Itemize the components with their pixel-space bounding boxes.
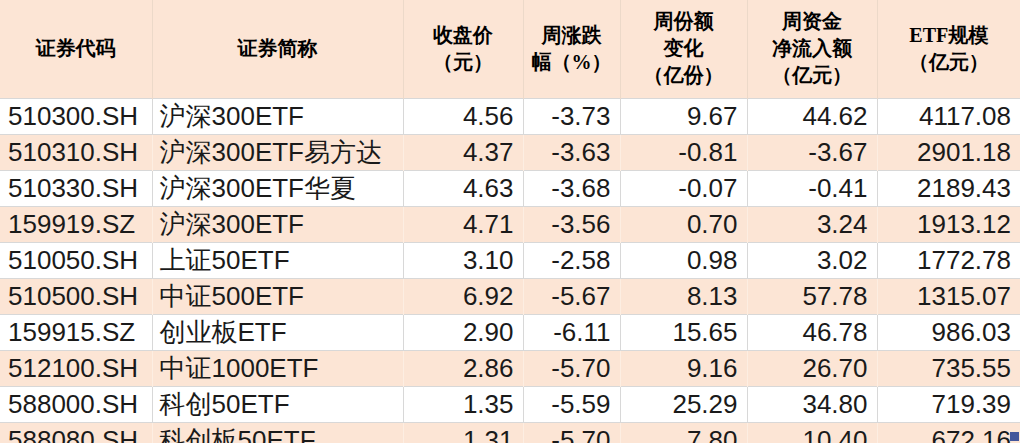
cell-net-inflow: 44.62 — [747, 98, 877, 134]
cell-etf-scale: 986.03 — [877, 314, 1020, 350]
cell-etf-scale: 735.55 — [877, 350, 1020, 386]
table-row: 159919.SZ 沪深300ETF 4.71 -3.56 0.70 3.24 … — [0, 206, 1020, 242]
cell-share-change: -0.81 — [620, 134, 747, 170]
table-row: 510050.SH 上证50ETF 3.10 -2.58 0.98 3.02 1… — [0, 242, 1020, 278]
cell-code: 510330.SH — [0, 170, 152, 206]
cell-name: 沪深300ETF — [152, 98, 403, 134]
cell-code: 510310.SH — [0, 134, 152, 170]
cell-net-inflow: 57.78 — [747, 278, 877, 314]
cell-close-price: 4.56 — [403, 98, 523, 134]
cell-share-change: -0.07 — [620, 170, 747, 206]
cell-code: 159919.SZ — [0, 206, 152, 242]
table-row: 512100.SH 中证1000ETF 2.86 -5.70 9.16 26.7… — [0, 350, 1020, 386]
cell-name: 沪深300ETF易方达 — [152, 134, 403, 170]
cell-share-change: 25.29 — [620, 386, 747, 422]
cell-etf-scale: 4117.08 — [877, 98, 1020, 134]
cell-share-change: 8.13 — [620, 278, 747, 314]
cell-share-change: 0.98 — [620, 242, 747, 278]
cell-weekly-change: -6.11 — [523, 314, 620, 350]
cell-close-price: 4.63 — [403, 170, 523, 206]
cell-net-inflow: 3.02 — [747, 242, 877, 278]
cell-close-price: 4.71 — [403, 206, 523, 242]
cell-name: 沪深300ETF — [152, 206, 403, 242]
table-row: 588000.SH 科创50ETF 1.35 -5.59 25.29 34.80… — [0, 386, 1020, 422]
cell-etf-scale: 2901.18 — [877, 134, 1020, 170]
cell-weekly-change: -3.63 — [523, 134, 620, 170]
column-header-name: 证券简称 — [152, 0, 403, 98]
table-row: 588080.SH 科创板50ETF 1.31 -5.70 7.80 10.40… — [0, 422, 1020, 443]
cell-weekly-change: -3.73 — [523, 98, 620, 134]
cell-code: 159915.SZ — [0, 314, 152, 350]
table-body: 510300.SH 沪深300ETF 4.56 -3.73 9.67 44.62… — [0, 98, 1020, 443]
cell-weekly-change: -5.70 — [523, 422, 620, 443]
table-row: 159915.SZ 创业板ETF 2.90 -6.11 15.65 46.78 … — [0, 314, 1020, 350]
column-header-net-inflow: 周资金 净流入额 （亿元） — [747, 0, 877, 98]
cell-code: 510300.SH — [0, 98, 152, 134]
cell-net-inflow: -3.67 — [747, 134, 877, 170]
cell-weekly-change: -3.68 — [523, 170, 620, 206]
table-row: 510500.SH 中证500ETF 6.92 -5.67 8.13 57.78… — [0, 278, 1020, 314]
cell-close-price: 4.37 — [403, 134, 523, 170]
table-header: 证券代码 证券简称 收盘价 （元） 周涨跌 幅（%） 周份额 变化 （亿份） 周… — [0, 0, 1020, 98]
cell-share-change: 7.80 — [620, 422, 747, 443]
cell-etf-scale: 1772.78 — [877, 242, 1020, 278]
cell-net-inflow: 46.78 — [747, 314, 877, 350]
cell-code: 510050.SH — [0, 242, 152, 278]
cell-close-price: 1.31 — [403, 422, 523, 443]
etf-fund-flow-table: 证券代码 证券简称 收盘价 （元） 周涨跌 幅（%） 周份额 变化 （亿份） 周… — [0, 0, 1020, 443]
table-row: 510310.SH 沪深300ETF易方达 4.37 -3.63 -0.81 -… — [0, 134, 1020, 170]
cell-code: 588000.SH — [0, 386, 152, 422]
cell-code: 512100.SH — [0, 350, 152, 386]
cell-name: 创业板ETF — [152, 314, 403, 350]
table-row: 510300.SH 沪深300ETF 4.56 -3.73 9.67 44.62… — [0, 98, 1020, 134]
cell-name: 中证1000ETF — [152, 350, 403, 386]
cell-code: 510500.SH — [0, 278, 152, 314]
cell-name: 上证50ETF — [152, 242, 403, 278]
column-header-weekly-change: 周涨跌 幅（%） — [523, 0, 620, 98]
cell-weekly-change: -3.56 — [523, 206, 620, 242]
cell-code: 588080.SH — [0, 422, 152, 443]
cell-net-inflow: 34.80 — [747, 386, 877, 422]
column-header-code: 证券代码 — [0, 0, 152, 98]
cell-close-price: 6.92 — [403, 278, 523, 314]
cell-weekly-change: -2.58 — [523, 242, 620, 278]
cell-etf-scale: 719.39 — [877, 386, 1020, 422]
cell-close-price: 1.35 — [403, 386, 523, 422]
cell-etf-scale: 672.16 — [877, 422, 1020, 443]
cell-close-price: 2.86 — [403, 350, 523, 386]
cell-etf-scale: 1913.12 — [877, 206, 1020, 242]
table-row: 510330.SH 沪深300ETF华夏 4.63 -3.68 -0.07 -0… — [0, 170, 1020, 206]
cell-net-inflow: 3.24 — [747, 206, 877, 242]
cell-name: 沪深300ETF华夏 — [152, 170, 403, 206]
cell-net-inflow: 10.40 — [747, 422, 877, 443]
cell-share-change: 9.16 — [620, 350, 747, 386]
cell-net-inflow: -0.41 — [747, 170, 877, 206]
cell-etf-scale: 2189.43 — [877, 170, 1020, 206]
cell-name: 科创50ETF — [152, 386, 403, 422]
cell-share-change: 0.70 — [620, 206, 747, 242]
cell-weekly-change: -5.59 — [523, 386, 620, 422]
cell-share-change: 9.67 — [620, 98, 747, 134]
cell-name: 中证500ETF — [152, 278, 403, 314]
cell-weekly-change: -5.67 — [523, 278, 620, 314]
column-header-etf-scale: ETF规模 （亿元） — [877, 0, 1020, 98]
column-header-share-change: 周份额 变化 （亿份） — [620, 0, 747, 98]
cell-weekly-change: -5.70 — [523, 350, 620, 386]
cell-etf-scale: 1315.07 — [877, 278, 1020, 314]
header-row: 证券代码 证券简称 收盘价 （元） 周涨跌 幅（%） 周份额 变化 （亿份） 周… — [0, 0, 1020, 98]
cell-close-price: 2.90 — [403, 314, 523, 350]
cell-close-price: 3.10 — [403, 242, 523, 278]
column-header-close-price: 收盘价 （元） — [403, 0, 523, 98]
selection-handle — [1010, 432, 1019, 441]
cell-name: 科创板50ETF — [152, 422, 403, 443]
cell-net-inflow: 26.70 — [747, 350, 877, 386]
cell-share-change: 15.65 — [620, 314, 747, 350]
